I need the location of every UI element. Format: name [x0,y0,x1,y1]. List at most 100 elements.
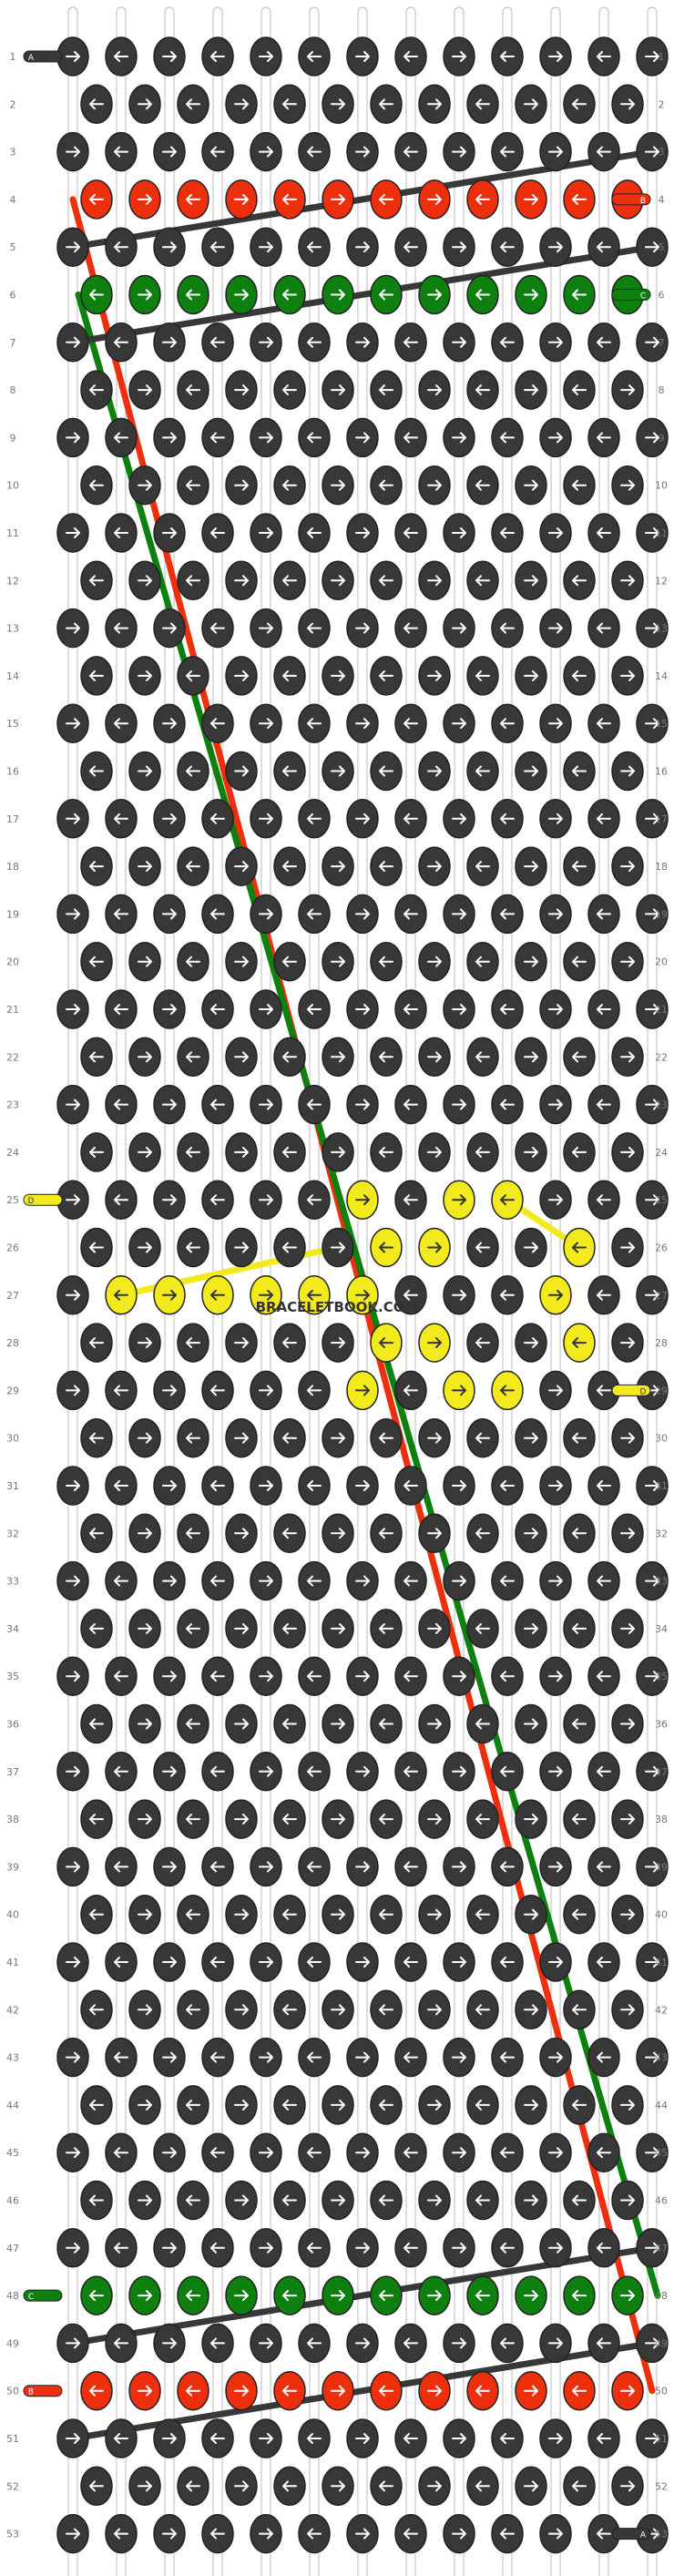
knot [394,1180,427,1220]
arrow-left-icon [475,2480,490,2492]
knot [56,2418,89,2458]
knot [105,2132,138,2172]
knot [636,322,669,363]
knot [177,2085,209,2125]
knot [539,1752,572,1792]
arrow-right-icon [234,670,249,681]
knot [201,1084,234,1125]
row-number-left: 1 [10,51,16,63]
knot [322,1894,354,1935]
knot [466,274,499,315]
knot [322,1989,354,2030]
knot [539,1656,572,1696]
arrow-right-icon [548,2337,563,2349]
arrow-right-icon [234,1528,249,1539]
knot [539,1846,572,1887]
knot [80,2085,113,2125]
knot [273,2466,306,2507]
arrow-left-icon [403,1385,418,1396]
knot [56,417,89,458]
arrow-left-icon [307,1385,322,1396]
arrow-right-icon [162,2528,177,2540]
arrow-right-icon [331,384,345,396]
knot [153,1370,186,1411]
knot [153,1466,186,1506]
row-number-right: 14 [655,670,668,682]
knot [225,1894,258,1935]
arrow-right-icon [138,1242,152,1253]
arrow-left-icon [114,51,128,62]
row-number-right: 25 [655,1194,668,1206]
knot [225,465,258,506]
arrow-left-icon [186,2194,200,2206]
arrow-right-icon [355,2433,370,2444]
arrow-left-icon [500,1289,515,1301]
arrow-right-icon [66,1194,80,1206]
arrow-left-icon [114,1480,128,1491]
arrow-right-icon [259,2433,273,2444]
arrow-left-icon [307,1671,322,1682]
arrow-right-icon [66,2528,80,2540]
knot [298,799,331,839]
knot [587,2418,620,2458]
knot [250,1180,282,1220]
arrow-right-icon [645,1289,659,1301]
knot [128,560,161,601]
knot [56,1370,89,1411]
knot [611,84,644,125]
arrow-left-icon [572,1622,587,1634]
knot [539,513,572,553]
arrow-right-icon [331,98,345,110]
knot [177,1132,209,1172]
knot [250,417,282,458]
knot [153,1942,186,1982]
arrow-left-icon [572,1908,587,1920]
arrow-left-icon [210,1004,225,1015]
row-number-right: 13 [655,623,668,635]
arrow-right-icon [355,146,370,158]
arrow-left-icon [475,575,490,587]
arrow-right-icon [355,2242,370,2254]
knot [443,989,475,1029]
row-number-left: 21 [6,1004,19,1016]
arrow-left-icon [282,384,297,396]
arrow-right-icon [620,479,635,491]
arrow-left-icon [475,861,490,873]
row-number-right: 20 [655,956,668,968]
knot [153,2418,186,2458]
knot [346,36,379,77]
knot [370,1703,403,1744]
knot [322,2085,354,2125]
knot [491,1560,524,1601]
arrow-left-icon [282,1337,297,1349]
arrow-right-icon [524,2385,538,2397]
row-number-left: 23 [6,1099,19,1111]
knot [105,131,138,172]
row-number-left: 37 [6,1766,19,1778]
knot [563,2275,596,2315]
knot [201,894,234,935]
row-number-left: 46 [6,2195,19,2207]
arrow-right-icon [452,2528,466,2540]
arrow-left-icon [403,1289,418,1301]
arrow-right-icon [138,575,152,587]
arrow-left-icon [210,1099,225,1110]
arrow-right-icon [66,2433,80,2444]
arrow-left-icon [475,1908,490,1920]
arrow-right-icon [331,1908,345,1920]
arrow-left-icon [89,289,104,301]
arrow-left-icon [282,98,297,110]
arrow-right-icon [548,51,563,62]
row-number-left: 34 [6,1623,19,1635]
knot [298,1942,331,1982]
knot [611,1323,644,1363]
knot [80,1703,113,1744]
arrow-right-icon [548,718,563,730]
arrow-left-icon [403,2051,418,2063]
arrow-right-icon [66,1957,80,1968]
knot [80,1609,113,1649]
arrow-right-icon [427,1051,442,1063]
arrow-left-icon [500,1575,515,1587]
knot [443,2418,475,2458]
knot [587,1560,620,1601]
